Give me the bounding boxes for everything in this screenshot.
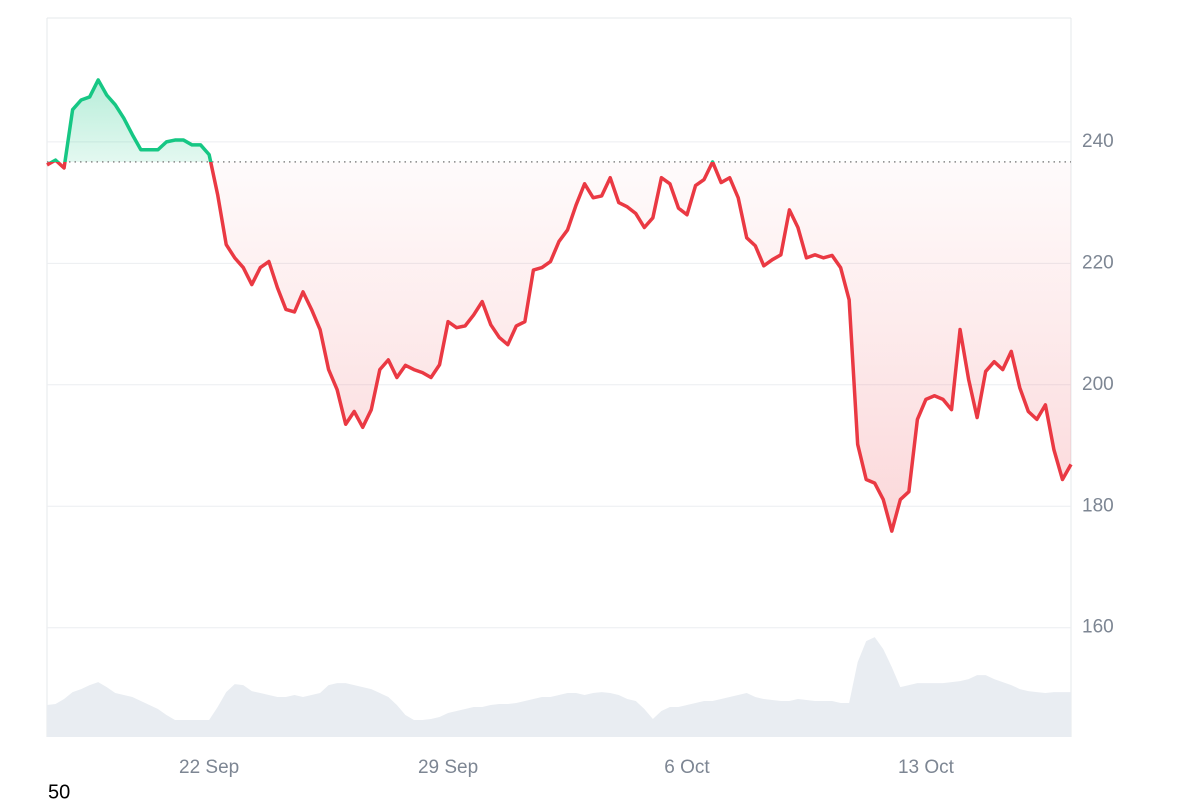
y-tick-label: 240 <box>1082 131 1114 152</box>
y-tick-label: 180 <box>1082 495 1114 516</box>
price-area <box>47 79 1071 532</box>
y-tick-label: 160 <box>1082 617 1114 638</box>
y-tick-label: 200 <box>1082 374 1114 395</box>
footer-label: 50 <box>48 781 70 800</box>
y-tick-label: 220 <box>1082 252 1114 273</box>
volume-area <box>47 637 1071 737</box>
x-tick-label: 29 Sep <box>418 757 478 778</box>
x-tick-label: 22 Sep <box>179 757 239 778</box>
x-tick-label: 6 Oct <box>664 757 710 778</box>
price-line <box>46 78 1073 533</box>
x-tick-label: 13 Oct <box>898 757 955 778</box>
